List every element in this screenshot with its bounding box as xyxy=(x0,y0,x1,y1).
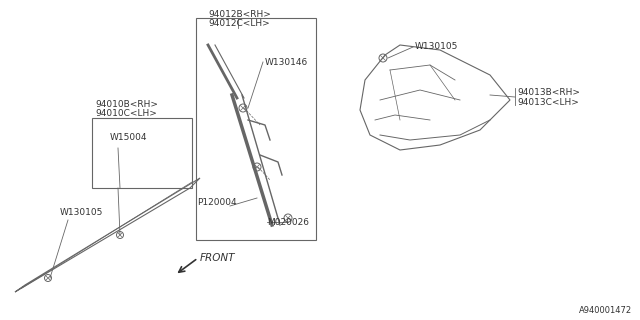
Text: FRONT: FRONT xyxy=(200,253,236,263)
Text: W130105: W130105 xyxy=(60,208,104,217)
Bar xyxy=(196,18,316,240)
Text: 94013C<LH>: 94013C<LH> xyxy=(517,98,579,107)
Text: 94012B<RH>: 94012B<RH> xyxy=(208,10,271,19)
Bar xyxy=(92,118,192,188)
Text: W130105: W130105 xyxy=(415,42,458,51)
Text: A940001472: A940001472 xyxy=(579,306,632,315)
Text: W130146: W130146 xyxy=(265,58,308,67)
Text: W15004: W15004 xyxy=(110,133,147,142)
Text: 94012C<LH>: 94012C<LH> xyxy=(208,19,269,28)
Text: P120004: P120004 xyxy=(197,198,237,207)
Text: 94010C<LH>: 94010C<LH> xyxy=(95,109,157,118)
Text: M020026: M020026 xyxy=(267,218,309,227)
Text: 94010B<RH>: 94010B<RH> xyxy=(95,100,158,109)
Text: 94013B<RH>: 94013B<RH> xyxy=(517,88,580,97)
